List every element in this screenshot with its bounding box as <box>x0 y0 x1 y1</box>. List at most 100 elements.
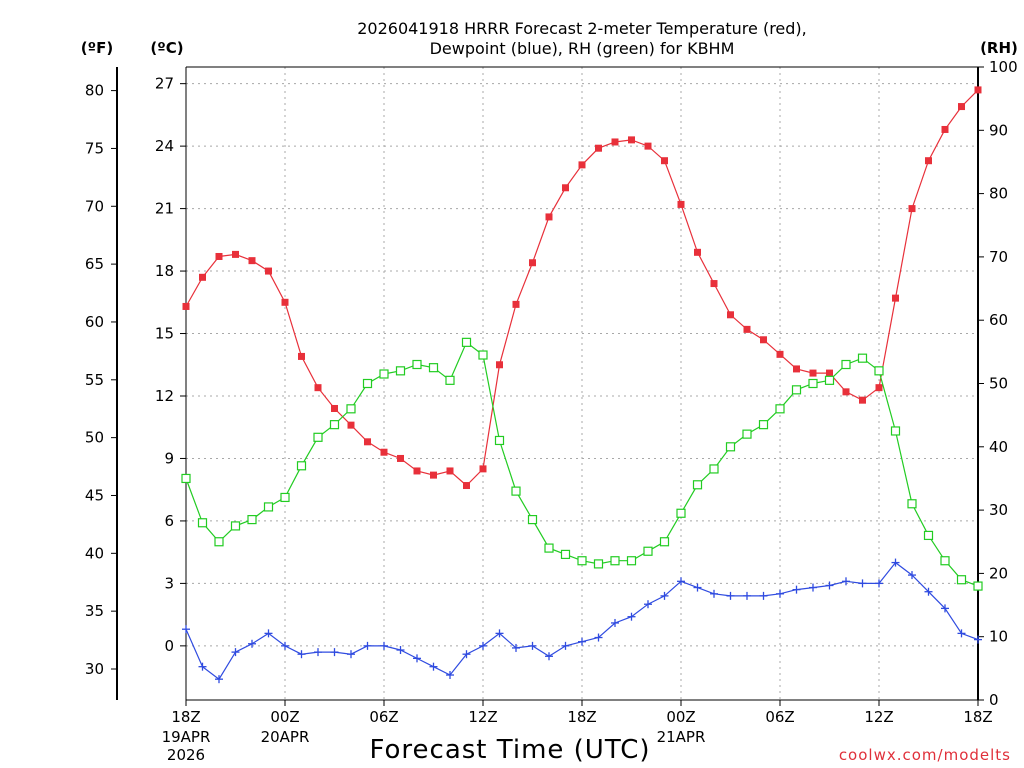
rh-point <box>857 353 868 363</box>
time-tick-label: 00Z <box>270 708 299 726</box>
celsius-tick-label: 24 <box>155 137 174 155</box>
rh-point <box>511 486 521 496</box>
rh-point <box>626 556 637 566</box>
celsius-tick-label: 18 <box>155 262 174 280</box>
time-tick-label: 00Z <box>666 708 695 726</box>
temperature-point <box>941 125 949 133</box>
temperature-point <box>182 302 190 310</box>
time-tick-label: 06Z <box>369 708 398 726</box>
dewpoint-point <box>396 646 405 655</box>
temperature-point <box>826 369 833 377</box>
dewpoint-point <box>974 635 982 644</box>
celsius-tick-label: 3 <box>164 574 174 592</box>
dewpoint-point <box>660 591 669 600</box>
fahrenheit-axis: 80 75 70 65 60 55 50 45 40 35 30 <box>85 82 117 678</box>
temperature-point <box>908 205 916 213</box>
dewpoint-point <box>479 641 487 650</box>
chart-title-line2: Dewpoint (blue), RH (green) for KBHM <box>430 39 735 58</box>
rh-point <box>775 404 785 414</box>
rh-tick-label: 20 <box>989 564 1008 582</box>
temperature-point <box>677 200 685 208</box>
temperature-point <box>347 421 355 429</box>
rh-point <box>527 514 538 525</box>
fahrenheit-tick-label: 60 <box>85 313 104 331</box>
fahrenheit-tick-label: 75 <box>85 139 104 157</box>
celsius-tick-label: 12 <box>155 387 174 405</box>
dewpoint-point <box>759 591 768 600</box>
temperature-point <box>413 467 421 475</box>
temperature-point <box>644 142 652 150</box>
dewpoint-point <box>347 650 355 659</box>
dewpoint-point <box>677 577 685 586</box>
dewpoint-point <box>726 591 735 600</box>
temperature-point <box>529 259 536 267</box>
temperature-point <box>545 213 553 221</box>
fahrenheit-tick-label: 55 <box>85 371 104 389</box>
dewpoint-point <box>809 583 817 592</box>
dewpoint-point <box>297 650 306 659</box>
rh-tick-label: 0 <box>989 691 999 709</box>
rh-tick-label: 10 <box>989 628 1008 646</box>
temperature-point <box>892 294 899 302</box>
grid-lines <box>186 67 978 700</box>
temperature-point <box>925 157 932 165</box>
dewpoint-point <box>957 629 966 638</box>
celsius-tick-label: 27 <box>155 75 174 93</box>
temperature-point <box>760 336 767 344</box>
rh-point <box>659 537 670 547</box>
temperature-point <box>512 300 520 308</box>
rh-tick-label: 80 <box>989 185 1008 203</box>
temperature-point <box>397 454 404 462</box>
credit-text: coolwx.com/modelts <box>839 746 1011 764</box>
rh-point <box>296 461 307 471</box>
rh-point <box>494 435 505 446</box>
rh-point <box>676 508 686 518</box>
rh-point <box>791 385 802 395</box>
dewpoint-point <box>792 585 801 594</box>
axes <box>116 66 979 701</box>
rh-point <box>841 359 851 370</box>
fahrenheit-tick-label: 50 <box>85 429 104 447</box>
temperature-point <box>727 311 734 319</box>
temperature-point <box>842 388 850 396</box>
temperature-point <box>298 352 305 360</box>
temperature-point <box>215 252 223 260</box>
dewpoint-point <box>264 629 273 638</box>
temperature-point <box>578 161 586 169</box>
rh-point <box>923 530 934 541</box>
chart-title-line1: 2026041918 HRRR Forecast 2-meter Tempera… <box>357 19 807 38</box>
rh-point <box>577 556 587 566</box>
dewpoint-point <box>825 581 834 590</box>
dewpoint-point <box>380 641 388 650</box>
temperature-point <box>364 438 371 446</box>
dewpoint-point <box>215 675 223 684</box>
dewpoint-point <box>363 641 372 650</box>
celsius-tick-label: 9 <box>164 449 174 467</box>
rh-point <box>874 366 884 376</box>
dewpoint-point <box>776 589 784 598</box>
rh-point <box>808 378 818 389</box>
rh-point <box>956 575 967 585</box>
celsius-tick-label: 6 <box>164 512 174 530</box>
dewpoint-point <box>281 641 289 650</box>
rh-point <box>725 442 736 452</box>
temperature-point <box>331 404 338 412</box>
temperature-point <box>776 350 784 358</box>
temperature-point <box>611 138 619 146</box>
rh-tick-label: 40 <box>989 438 1008 456</box>
temperature-point <box>743 325 751 333</box>
rh-point <box>181 473 191 484</box>
rh-point <box>593 559 604 569</box>
temperature-point <box>446 467 454 475</box>
rh-tick-label: 60 <box>989 311 1008 329</box>
series-temperature <box>182 86 982 490</box>
dewpoint-point <box>644 600 652 609</box>
celsius-axis: 27 24 21 18 15 12 9 6 3 0 <box>155 75 186 655</box>
rh-point <box>346 404 356 414</box>
dewpoint-point <box>413 654 421 663</box>
time-tick-date-label: 20APR <box>261 728 310 746</box>
dewpoint-point <box>231 648 240 657</box>
